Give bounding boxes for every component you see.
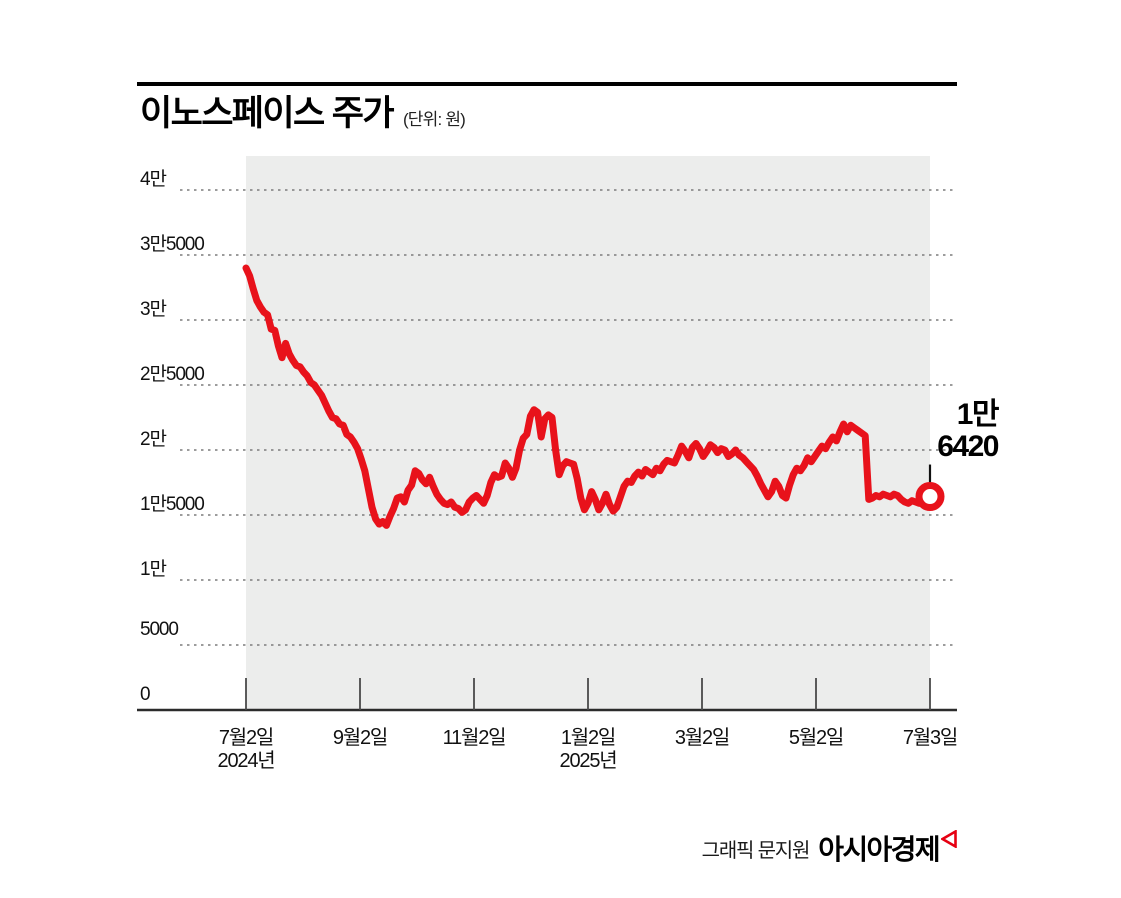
x-axis-tick-label: 5월2일	[741, 727, 891, 750]
x-axis-tick-label: 3월2일	[627, 727, 777, 750]
y-axis-tick-label: 1만5000	[140, 494, 205, 515]
y-axis-tick-label: 2만5000	[140, 364, 205, 385]
x-tick-year: 2025년	[559, 750, 618, 772]
x-axis-tick-label: 11월2일	[399, 727, 549, 750]
x-axis-tick-label: 9월2일	[285, 727, 435, 750]
footer: 그래픽 문지원 아시아경제	[0, 828, 957, 868]
unit-label: (단위: 원)	[402, 110, 466, 129]
x-axis-tick-label: 7월2일 2024년	[171, 727, 321, 773]
callout-line-2: 6420	[937, 430, 999, 464]
shaded-band	[246, 156, 930, 710]
y-axis-tick-label: 1만	[140, 559, 167, 580]
x-tick-date: 7월3일	[902, 727, 958, 749]
header-rule	[137, 82, 957, 86]
brand-name: 아시아경제	[818, 834, 940, 865]
y-axis-tick-label: 5000	[140, 619, 179, 640]
y-axis-tick-label: 2만	[140, 429, 167, 450]
y-axis-tick-label: 0	[140, 684, 151, 705]
last-value-callout: 1만 6420	[937, 398, 1000, 464]
x-tick-date: 9월2일	[332, 727, 388, 749]
last-point-marker	[915, 464, 945, 512]
x-tick-date: 3월2일	[674, 727, 730, 749]
x-axis-tick-label: 7월3일	[855, 727, 1005, 750]
x-axis-tick-label: 1월2일 2025년	[513, 727, 663, 773]
title-block: 이노스페이스 주가 (단위: 원)	[140, 94, 466, 134]
x-tick-date: 11월2일	[442, 727, 507, 749]
graphic-credit: 그래픽 문지원	[701, 839, 811, 862]
x-axis-ticks	[245, 678, 931, 710]
page-title: 이노스페이스 주가	[140, 94, 395, 133]
x-tick-date: 7월2일	[218, 727, 274, 749]
price-line	[242, 264, 934, 529]
callout-line-1: 1만	[956, 398, 1000, 431]
triangle-logo-icon	[939, 828, 957, 853]
y-axis-tick-label: 3만	[140, 299, 167, 320]
x-tick-date: 5월2일	[788, 727, 844, 749]
y-axis-tick-label: 3만5000	[140, 234, 205, 255]
x-tick-date: 1월2일	[560, 727, 616, 749]
x-tick-year: 2024년	[217, 750, 276, 772]
y-axis-tick-label: 4만	[140, 169, 167, 190]
